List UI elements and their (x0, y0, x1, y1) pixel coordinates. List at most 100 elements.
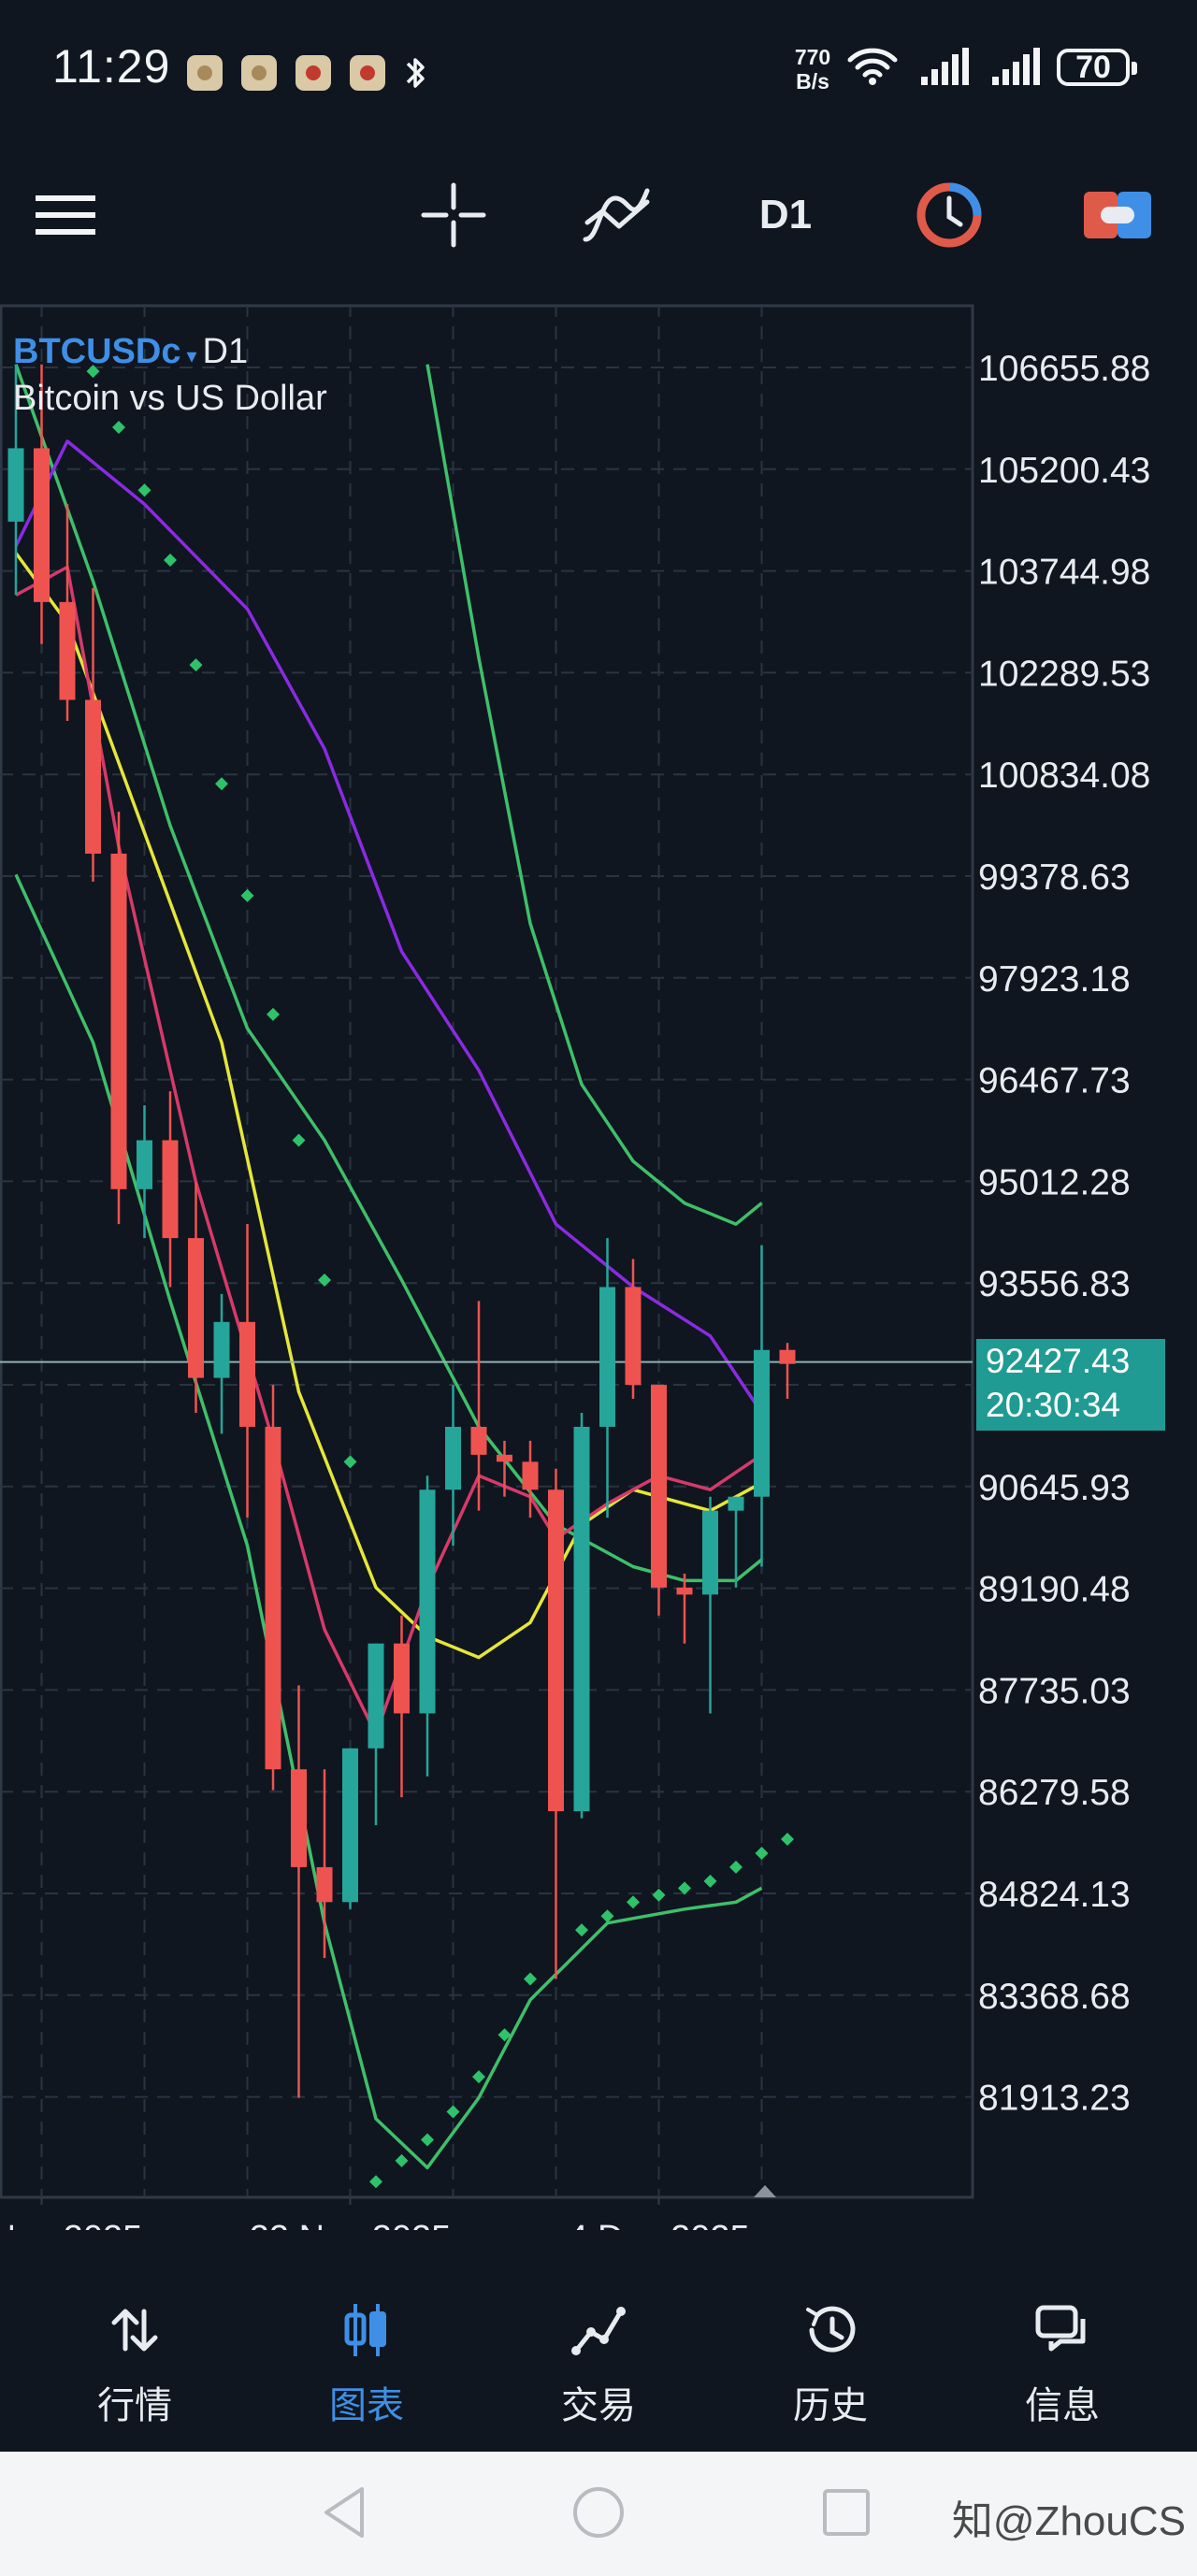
y-tick-label: 89190.48 (978, 1570, 1131, 1610)
status-bar: 11:29 770 B/s (0, 0, 1197, 140)
candle (522, 1440, 539, 1518)
candle (265, 1385, 281, 1791)
network-speed: 770 B/s (787, 45, 838, 94)
candle-body (599, 1287, 615, 1427)
candle (316, 1769, 333, 1959)
candle-body (368, 1643, 384, 1749)
candle-body (265, 1426, 281, 1770)
watermark: 知@ZhouCS (951, 2498, 1186, 2544)
notification-icon (241, 55, 277, 91)
candle (239, 1224, 255, 1518)
indicator-ma-pink (15, 565, 763, 1736)
y-tick-label: 90645.93 (978, 1468, 1131, 1508)
candle (548, 1468, 564, 1979)
price-chart[interactable]: 106655.88 105200.43 103744.98 102289.53 1008… (0, 304, 1197, 2463)
candle (7, 364, 24, 596)
one-click-trading-button[interactable] (902, 168, 996, 262)
crosshair-button[interactable] (411, 168, 496, 262)
nav-label: 信息 (1025, 2385, 1100, 2426)
candle-body (676, 1587, 693, 1595)
y-tick-label: 106655.88 (978, 349, 1150, 389)
net-speed-value: 770 (794, 45, 831, 69)
indicators-icon (583, 188, 650, 242)
nav-item-chart[interactable]: 图表 (273, 2281, 460, 2450)
candle (137, 1105, 152, 1239)
y-tick-label: 95012.28 (978, 1162, 1131, 1202)
indicators-button[interactable] (575, 168, 659, 262)
scroll-marker-icon (754, 2185, 776, 2197)
sar-point (627, 1895, 640, 1909)
nav-item-trade[interactable]: 交易 (505, 2281, 692, 2450)
candle (419, 1475, 436, 1777)
candle-body (342, 1748, 358, 1903)
nav-label: 交易 (561, 2385, 636, 2426)
sar-point (215, 777, 228, 791)
candle-body (394, 1643, 410, 1714)
candle (625, 1259, 642, 1400)
nav-item-messages[interactable]: 信息 (969, 2281, 1156, 2450)
symbol-description: Bitcoin vs US Dollar (13, 379, 327, 418)
candle (497, 1440, 512, 1497)
notification-icons (187, 54, 428, 92)
y-tick-label: 83368.68 (978, 1977, 1131, 2017)
symbol-name[interactable]: BTCUSDc (13, 332, 181, 371)
candle (213, 1293, 230, 1434)
chart-canvas[interactable]: 106655.88 105200.43 103744.98 102289.53 1008… (0, 304, 1197, 2230)
symbol-header[interactable]: BTCUSDc ▾ D1 (13, 332, 248, 372)
sar-point (395, 2153, 409, 2167)
candle (573, 1413, 590, 1819)
candle (728, 1496, 744, 1588)
candle-body (7, 448, 24, 522)
nav-item-history[interactable]: 历史 (737, 2281, 924, 2450)
recents-icon[interactable] (814, 2480, 879, 2545)
y-tick-label: 99378.63 (978, 857, 1131, 898)
indicator-ma-purple (14, 439, 763, 1414)
candle-body (548, 1489, 564, 1812)
candle (651, 1385, 667, 1616)
nav-label: 历史 (793, 2385, 868, 2426)
x-tick-label: 10 Nov 2025 (0, 2219, 142, 2230)
current-price: 92427.43 (986, 1342, 1131, 1380)
candle (110, 812, 127, 1225)
sar-point (575, 1923, 588, 1937)
candle-body (85, 699, 101, 854)
candle (34, 364, 50, 644)
sar-point (703, 1874, 717, 1888)
candle (188, 1182, 204, 1414)
sar-point (164, 554, 177, 568)
y-tick-label: 81913.23 (978, 2079, 1131, 2119)
chart-toolbar: D1 (0, 168, 1197, 262)
timeframe-button[interactable]: D1 (739, 168, 832, 262)
candle (599, 1238, 615, 1518)
sar-point (318, 1273, 331, 1287)
toggle-button[interactable] (1071, 168, 1164, 262)
bottom-navigation: 行情 图表 交易 历史 信息 (0, 2281, 1197, 2450)
bar-countdown: 20:30:34 (986, 1386, 1121, 1424)
y-tick-label: 103744.98 (978, 553, 1150, 593)
sar-point (472, 2070, 485, 2084)
notification-icon (350, 55, 385, 91)
hamburger-menu-button[interactable] (28, 168, 103, 262)
candle (779, 1343, 796, 1400)
y-tick-label: 102289.53 (978, 654, 1150, 694)
nav-label: 图表 (329, 2385, 404, 2426)
candle-body (34, 448, 50, 602)
battery-indicator: 70 (1057, 49, 1137, 86)
candle (676, 1573, 693, 1644)
sar-point (112, 420, 125, 434)
home-icon[interactable] (566, 2480, 631, 2545)
sar-point (446, 2105, 460, 2119)
symbol-timeframe: D1 (202, 332, 249, 371)
candle (291, 1685, 307, 2098)
y-tick-label: 100834.08 (978, 756, 1150, 796)
sar-point (524, 1972, 537, 1986)
symbol-dropdown-icon[interactable]: ▾ (186, 344, 197, 367)
nav-item-quotes[interactable]: 行情 (41, 2281, 228, 2450)
back-icon[interactable] (313, 2480, 379, 2545)
notification-icon (187, 55, 223, 91)
candle-body (779, 1349, 796, 1364)
candle-body (239, 1321, 255, 1427)
sar-point (652, 1888, 666, 1902)
indicator-ma-yellow (14, 552, 763, 1660)
timeframe-label: D1 (758, 192, 813, 237)
